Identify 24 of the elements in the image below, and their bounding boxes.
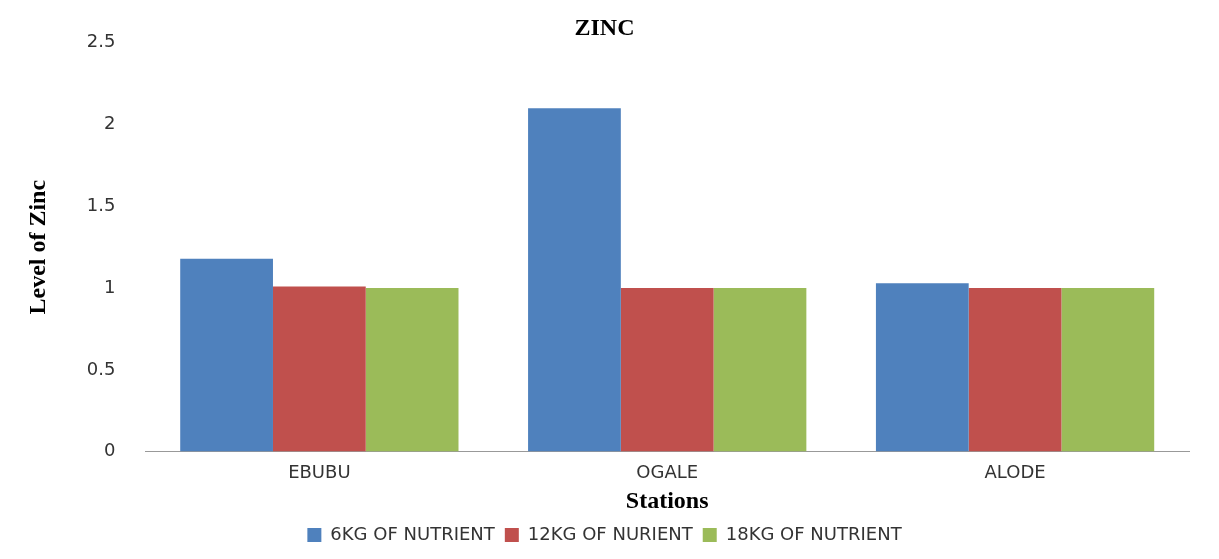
- legend-label: 6KG OF NUTRIENT: [330, 522, 496, 544]
- x-axis-title: Stations: [625, 486, 709, 513]
- bar: [365, 288, 459, 452]
- legend-label: 12KG OF NURIENT: [527, 522, 694, 544]
- bar: [713, 288, 807, 452]
- y-tick-label: 1: [103, 275, 116, 297]
- bar: [620, 288, 714, 452]
- bar: [1061, 288, 1155, 452]
- bar: [968, 288, 1062, 452]
- bar: [272, 286, 366, 452]
- bar: [180, 258, 273, 452]
- x-tick-label: OGALE: [636, 461, 699, 483]
- y-tick-label: 0: [103, 439, 116, 461]
- y-tick-label: 0.5: [86, 357, 116, 379]
- x-tick-label: ALODE: [984, 461, 1046, 483]
- chart-title: ZINC: [574, 13, 635, 40]
- legend-label: 18KG OF NUTRIENT: [725, 522, 903, 544]
- x-tick-label: EBUBU: [288, 461, 351, 483]
- y-tick-label: 1.5: [86, 193, 116, 215]
- bar: [528, 108, 621, 452]
- y-tick-label: 2.5: [86, 30, 116, 52]
- y-tick-label: 2: [103, 112, 116, 134]
- bar: [875, 283, 969, 452]
- y-axis-title: Level of Zinc: [23, 179, 50, 315]
